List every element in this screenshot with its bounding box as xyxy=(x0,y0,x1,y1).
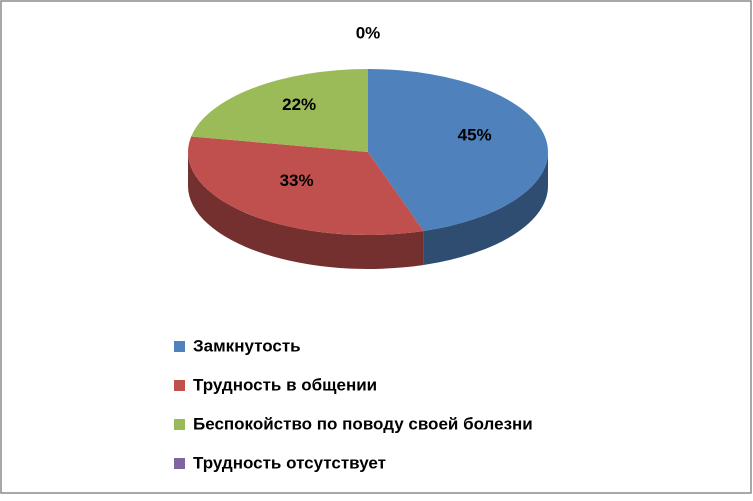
data-label: 22% xyxy=(282,95,316,114)
legend-label: Беспокойство по поводу своей болезни xyxy=(193,414,533,433)
legend-swatch xyxy=(174,380,185,391)
legend-swatch xyxy=(174,341,185,352)
slice-side xyxy=(188,152,424,269)
legend-label: Замкнутость xyxy=(193,336,301,355)
legend-label: Трудность отсутствует xyxy=(193,453,386,472)
legend-label: Трудность в общении xyxy=(193,375,377,394)
legend-swatch xyxy=(174,458,185,469)
legend-swatch xyxy=(174,419,185,430)
slice xyxy=(188,136,424,235)
slice-side xyxy=(423,152,548,265)
data-label: 33% xyxy=(280,171,314,190)
data-label: 45% xyxy=(458,126,492,145)
slice xyxy=(191,69,368,152)
slice xyxy=(368,69,549,231)
data-label: 0% xyxy=(356,24,381,43)
